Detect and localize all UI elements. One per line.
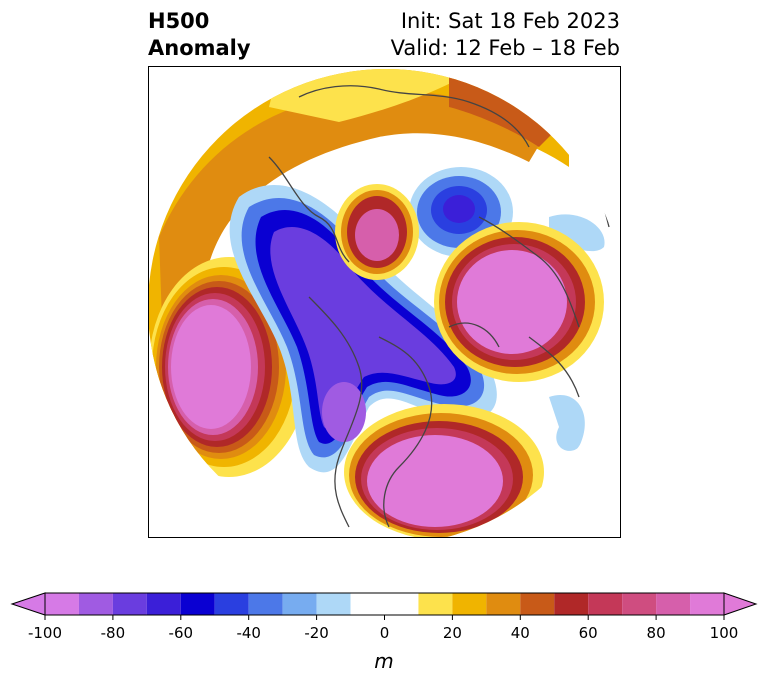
- colorbar-extend-min: [10, 592, 46, 616]
- arctic-positive-orange: [449, 77, 559, 147]
- colorbar-bin: [45, 593, 79, 615]
- colorbar-tick-label: 100: [710, 624, 739, 642]
- coast-europe: [478, 216, 580, 328]
- colorbar-bin: [452, 593, 487, 615]
- colorbar-unit-label: m: [374, 649, 393, 673]
- coast-siberia: [268, 156, 350, 263]
- colorbar-tick-label: 60: [579, 624, 598, 642]
- colorbar-bin: [656, 593, 691, 615]
- anomaly-map: [148, 66, 621, 538]
- colorbar-bin: [146, 593, 181, 615]
- colorbar-bin: [180, 593, 215, 615]
- colorbar-svg: -100 -80 -60 -40 -20 0 20 40 60 80 100 m: [10, 592, 758, 673]
- trough-70: [270, 226, 456, 429]
- colorbar-tick-label: -40: [236, 624, 261, 642]
- colorbar-tick-label: 20: [443, 624, 462, 642]
- arctic-high-80: [355, 209, 399, 261]
- arctic-positive-yellow: [269, 69, 479, 122]
- colorbar-bin: [690, 593, 724, 615]
- coast-greenland: [448, 322, 500, 348]
- colorbar-bin: [418, 593, 453, 615]
- arctic-low-core: [443, 195, 475, 223]
- colorbar-tick-label: 80: [647, 624, 666, 642]
- colorbar-bin: [486, 593, 521, 615]
- colorbar-extend-max: [723, 592, 758, 616]
- title-field: Anomaly: [148, 36, 251, 60]
- colorbar-tick-label: -100: [28, 624, 62, 642]
- colorbar-bin: [554, 593, 589, 615]
- title-right: Init: Sat 18 Feb 2023 Valid: 12 Feb – 18…: [391, 8, 620, 62]
- blue-patch-southeast: [549, 395, 585, 451]
- colorbar-bin: [350, 593, 419, 615]
- colorbar-tick-label: -20: [304, 624, 329, 642]
- coast-arctic: [298, 85, 530, 148]
- coast-iberia: [528, 336, 580, 398]
- colorbar-bin: [282, 593, 317, 615]
- colorbar-bin: [78, 593, 113, 615]
- colorbar-ticks: -100 -80 -60 -40 -20 0 20 40 60 80 100: [28, 615, 738, 642]
- coast-hudson: [378, 336, 433, 528]
- colorbar-tick-label: -60: [169, 624, 194, 642]
- colorbar-tick-label: 0: [380, 624, 390, 642]
- valid-range: Valid: 12 Feb – 18 Feb: [390, 36, 620, 60]
- anomaly-field: [149, 69, 620, 537]
- colorbar-bin: [622, 593, 657, 615]
- colorbar-bin: [112, 593, 147, 615]
- positive-ring-inner: [159, 90, 544, 377]
- atlantic-high-90: [367, 435, 503, 527]
- map-svg: [149, 69, 620, 537]
- colorbar-bins: [10, 592, 758, 616]
- pacific-high-90: [171, 305, 251, 429]
- colorbar-bin: [248, 593, 283, 615]
- colorbar-bin: [214, 593, 249, 615]
- colorbar-bin: [520, 593, 555, 615]
- colorbar-tick-label: 40: [511, 624, 530, 642]
- title-variable: H500: [148, 9, 210, 33]
- coast-north-america-west: [308, 296, 363, 528]
- colorbar-bin: [316, 593, 351, 615]
- trough-core: [322, 382, 366, 442]
- init-date: Init: Sat 18 Feb 2023: [400, 9, 620, 33]
- colorbar-bin: [588, 593, 623, 615]
- colorbar: -100 -80 -60 -40 -20 0 20 40 60 80 100 m: [10, 588, 758, 678]
- colorbar-tick-label: -80: [101, 624, 126, 642]
- euro-high-90: [457, 250, 567, 354]
- title-left: H500 Anomaly: [148, 8, 251, 62]
